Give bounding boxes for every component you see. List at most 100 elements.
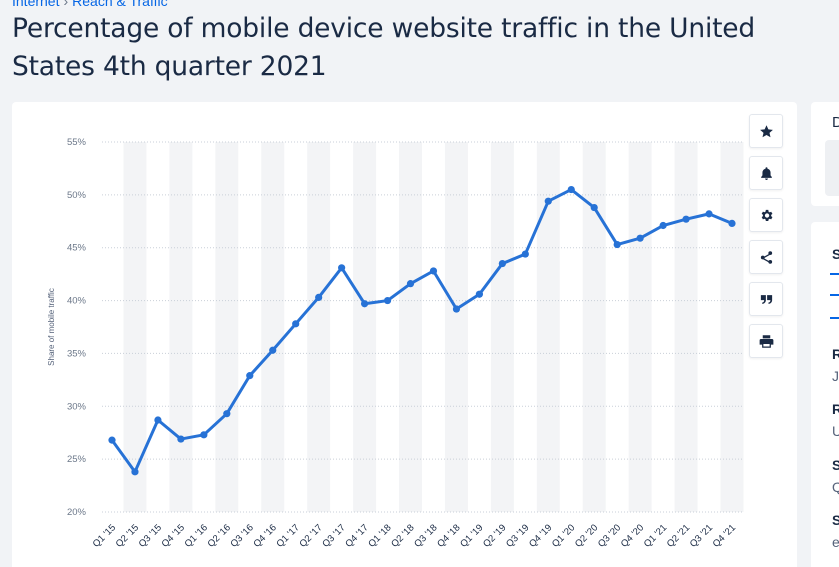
x-tick-label: Q2 '20 [573, 522, 600, 549]
side-panel-r2-value: U [832, 423, 839, 439]
breadcrumb-item-reach-traffic[interactable]: Reach & Traffic [72, 0, 168, 9]
bell-icon [760, 166, 772, 180]
print-icon [759, 334, 773, 348]
column-band [215, 142, 239, 512]
column-band [674, 142, 698, 512]
x-tick-label: Q1 '18 [366, 522, 393, 549]
x-tick-label: Q3 '17 [320, 522, 347, 549]
quote-icon [760, 294, 772, 304]
side-panel-r1-value: Ja [832, 368, 839, 384]
y-tick-label: 25% [67, 454, 87, 465]
data-point [360, 300, 369, 308]
column-band [123, 142, 147, 512]
side-panel-divider [830, 317, 839, 319]
y-tick-label: 40% [67, 296, 87, 307]
data-point [246, 372, 254, 380]
data-point [383, 296, 392, 305]
x-tick-label: Q3 '19 [504, 522, 531, 549]
x-tick-label: Q4 '17 [343, 522, 370, 549]
x-tick-label: Q4 '21 [711, 522, 738, 549]
data-point [269, 346, 277, 354]
x-tick-label: Q1 '20 [550, 522, 577, 549]
x-tick-label: Q1 '19 [458, 522, 485, 549]
y-axis-label: Share of mobile traffic [47, 288, 56, 366]
column-band [490, 142, 514, 512]
x-tick-label: Q1 '15 [91, 522, 118, 549]
data-point [590, 203, 598, 212]
x-tick-label: Q2 '19 [481, 522, 508, 549]
x-tick-label: Q1 '21 [642, 522, 669, 549]
chart-toolbar [749, 114, 785, 366]
side-panel-info: S R Ja R U S Q S e [811, 222, 839, 567]
column-band [261, 142, 285, 512]
column-band [399, 142, 422, 512]
side-panel-download: D [811, 102, 839, 206]
side-panel-s2-value: e [832, 534, 839, 550]
breadcrumb: Internet › Reach & Traffic [12, 0, 168, 9]
data-point [659, 221, 667, 230]
x-tick-label: Q2 '16 [206, 522, 233, 549]
share-icon [760, 250, 772, 264]
side-panel-s3-label: S [832, 246, 839, 262]
column-band [582, 142, 606, 512]
notification-button[interactable] [749, 156, 783, 190]
column-band [169, 142, 193, 512]
y-tick-label: 50% [67, 190, 87, 201]
data-point [498, 259, 506, 268]
star-icon [759, 124, 773, 137]
side-panel-heading: D [832, 114, 839, 131]
x-tick-label: Q3 '18 [412, 522, 439, 549]
share-button[interactable] [749, 240, 783, 274]
settings-button[interactable] [749, 198, 783, 232]
data-point [682, 215, 690, 223]
data-point [338, 264, 346, 272]
x-tick-label: Q3 '16 [229, 522, 256, 549]
side-panel-button[interactable] [825, 140, 839, 196]
x-tick-label: Q4 '20 [619, 522, 646, 549]
data-point [108, 436, 116, 444]
x-tick-label: Q4 '15 [160, 522, 187, 549]
data-point [131, 468, 139, 476]
side-panel-divider [830, 294, 839, 296]
y-tick-label: 20% [67, 507, 87, 518]
print-button[interactable] [749, 324, 783, 358]
favorite-button[interactable] [749, 114, 783, 148]
data-point [200, 431, 208, 439]
page-title: Percentage of mobile device website traf… [12, 13, 756, 82]
side-panel-r2-label: R [832, 401, 839, 417]
data-point [292, 320, 300, 328]
column-band [444, 142, 468, 512]
data-point [429, 267, 438, 275]
data-point [475, 290, 484, 298]
x-tick-label: Q2 '18 [389, 522, 416, 549]
data-point [705, 210, 713, 218]
cite-button[interactable] [749, 282, 783, 316]
data-point [315, 293, 323, 301]
x-tick-label: Q3 '15 [137, 522, 164, 549]
gear-icon [761, 209, 772, 221]
x-tick-label: Q4 '16 [251, 522, 278, 549]
x-tick-label: Q1 '17 [274, 522, 301, 549]
column-band [353, 142, 377, 512]
side-panel-s2-label: S [832, 512, 839, 528]
x-tick-label: Q2 '17 [297, 522, 324, 549]
breadcrumb-item-internet[interactable]: Internet [12, 0, 60, 9]
data-point [567, 185, 575, 194]
data-point [636, 234, 644, 242]
data-point [177, 435, 185, 443]
data-point [544, 197, 552, 205]
x-tick-label: Q4 '18 [435, 522, 462, 549]
data-point [521, 250, 529, 258]
column-band [307, 142, 331, 512]
column-band [628, 142, 652, 512]
line-chart: 20% 25% 30% 35% 40% 45% 50% 55% Share of mobile … [47, 137, 744, 550]
x-tick-label: Q2 '15 [114, 522, 141, 549]
y-tick-label: 35% [67, 348, 87, 359]
x-tick-label: Q1 '16 [183, 522, 210, 549]
x-tick-label: Q2 '21 [665, 522, 692, 549]
data-point [223, 410, 231, 418]
x-tick-label: Q3 '20 [596, 522, 623, 549]
side-panel-s1-label: S [832, 457, 839, 473]
x-tick-label: Q3 '21 [688, 522, 715, 549]
data-point [406, 280, 415, 288]
